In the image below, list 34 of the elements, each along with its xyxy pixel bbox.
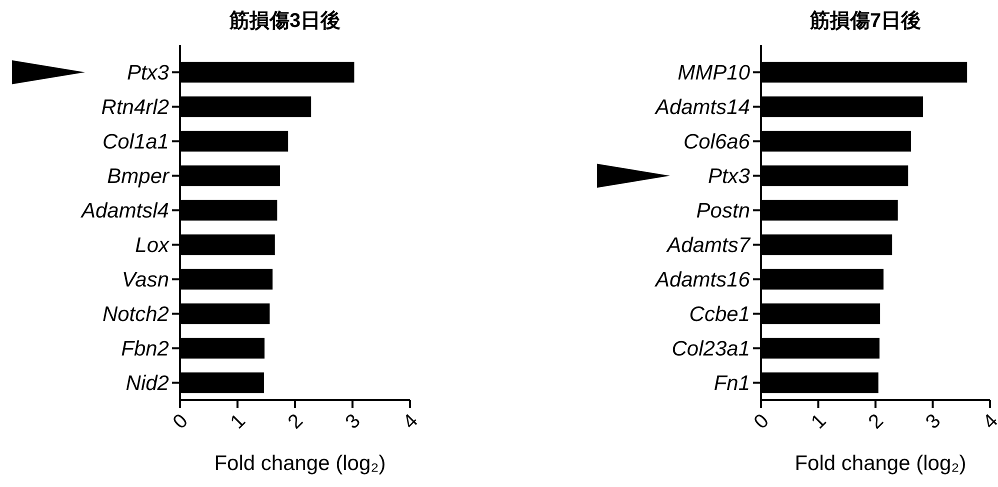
x-tick-label: 2 (864, 410, 888, 434)
y-tick-label: Bmper (107, 164, 170, 188)
y-tick-label: Adamtsl4 (79, 199, 169, 222)
y-tick-label: Fn1 (714, 372, 750, 395)
x-axis-title: Fold change (log₂) (214, 452, 386, 475)
y-tick-label: Ptx3 (126, 61, 170, 84)
x-tick-label: 4 (978, 410, 998, 434)
x-tick-label: 1 (807, 410, 831, 434)
y-tick-label: Col6a6 (683, 130, 750, 154)
x-tick-label: 0 (168, 410, 192, 434)
x-axis-title: Fold change (log₂) (794, 452, 966, 475)
y-tick-label: Col23a1 (672, 337, 750, 360)
chart-title: 筋損傷3日後 (228, 10, 341, 32)
y-tick-label: Vasn (122, 268, 169, 292)
y-tick-label: Col1a1 (102, 130, 169, 154)
y-tick-label: Notch2 (102, 302, 170, 326)
x-tick-label: 0 (750, 410, 774, 434)
y-tick-label: Adamts16 (653, 268, 750, 292)
y-tick-label: Fbn2 (121, 337, 170, 360)
y-tick-label: Nid2 (126, 372, 170, 395)
y-tick-label: Lox (135, 234, 170, 257)
chart-title: 筋損傷7日後 (808, 10, 922, 32)
x-tick-label: 3 (341, 410, 365, 434)
x-tick-label: 3 (922, 410, 946, 434)
y-tick-label: Rtn4rl2 (101, 96, 170, 119)
y-tick-label: Ccbe1 (689, 302, 750, 326)
x-tick-label: 1 (226, 410, 250, 434)
x-tick-label: 4 (398, 410, 422, 434)
y-tick-label: Adamts14 (653, 96, 750, 119)
y-tick-label: Adamts7 (665, 234, 752, 257)
y-tick-label: Postn (696, 199, 750, 222)
y-tick-label: Ptx3 (708, 164, 750, 188)
y-tick-label: MMP10 (678, 61, 750, 84)
x-tick-label: 2 (284, 410, 308, 434)
